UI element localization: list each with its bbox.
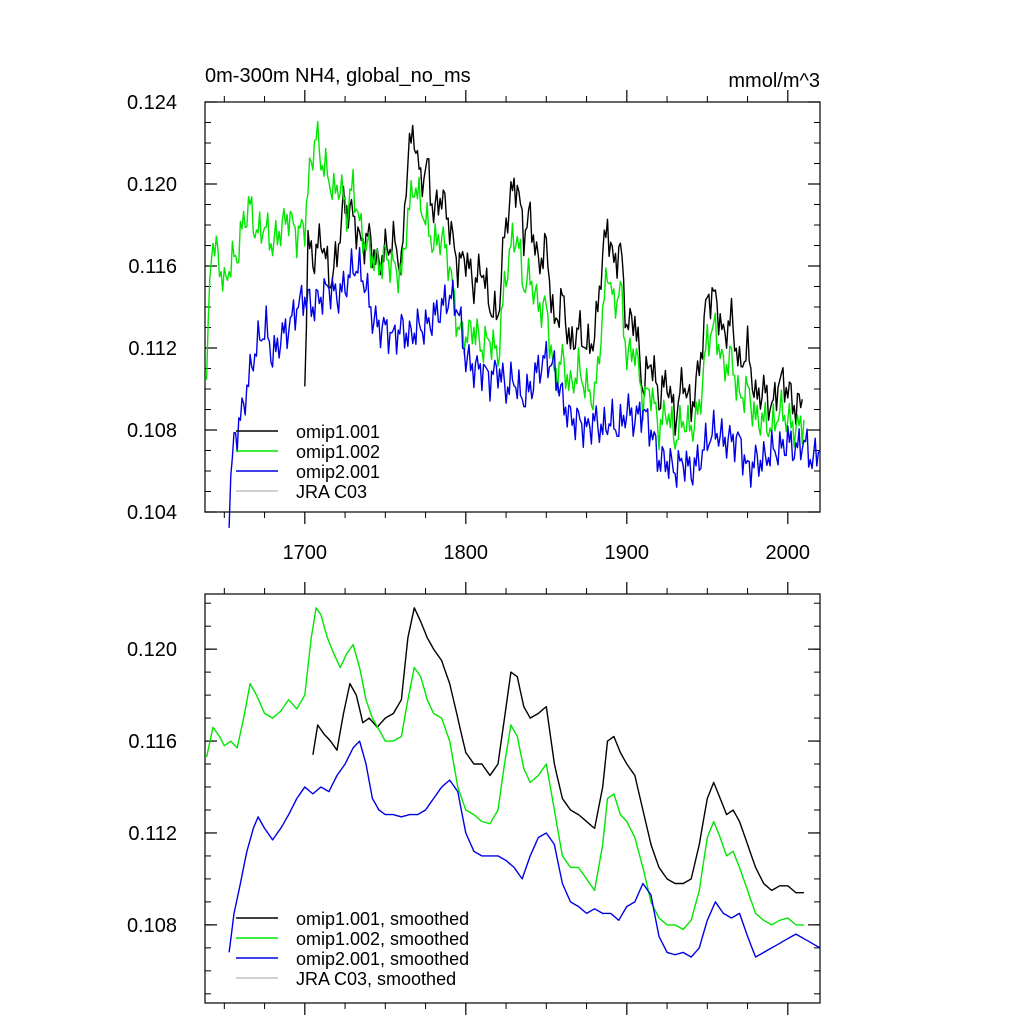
legend-label: omip2.001, smoothed (296, 949, 469, 969)
x-tick-label: 1900 (605, 542, 650, 564)
x-tick-label: 1800 (444, 542, 489, 564)
x-tick-label: 1700 (283, 542, 328, 564)
y-tick-label: 0.108 (127, 420, 177, 442)
legend-label: omip1.001 (296, 422, 380, 442)
y-tick-label: 0.120 (127, 639, 177, 661)
plot-frame-1 (204, 593, 821, 1004)
series-line-0 (304, 124, 803, 436)
y-tick-label: 0.108 (127, 915, 177, 937)
top-chart-title: 0m-300m NH4, global_no_ms (205, 65, 471, 87)
series-line-0 (312, 607, 804, 894)
y-tick-label: 0.116 (128, 256, 177, 278)
series-line-2 (228, 740, 821, 958)
top-panel: 0m-300m NH4, global_no_ms mmol/m^3 0.104… (127, 65, 821, 564)
legend-label: JRA C03, smoothed (296, 969, 456, 989)
y-tick-label: 0.112 (128, 338, 177, 360)
legend-label: JRA C03 (296, 482, 367, 502)
series-line-1 (205, 120, 805, 451)
y-tick-label: 0.124 (127, 92, 177, 114)
top-chart-units: mmol/m^3 (728, 70, 820, 92)
series-line-2 (228, 246, 821, 528)
legend-label: omip2.001 (296, 462, 380, 482)
series-line-1 (205, 607, 804, 931)
legend-label: omip1.002, smoothed (296, 929, 469, 949)
y-tick-label: 0.120 (127, 174, 177, 196)
legend-label: omip1.002 (296, 442, 380, 462)
y-tick-label: 0.112 (128, 823, 177, 845)
x-tick-label: 2000 (766, 542, 811, 564)
y-tick-label: 0.104 (127, 502, 177, 524)
legend-label: omip1.001, smoothed (296, 909, 469, 929)
y-tick-label: 0.116 (128, 731, 177, 753)
